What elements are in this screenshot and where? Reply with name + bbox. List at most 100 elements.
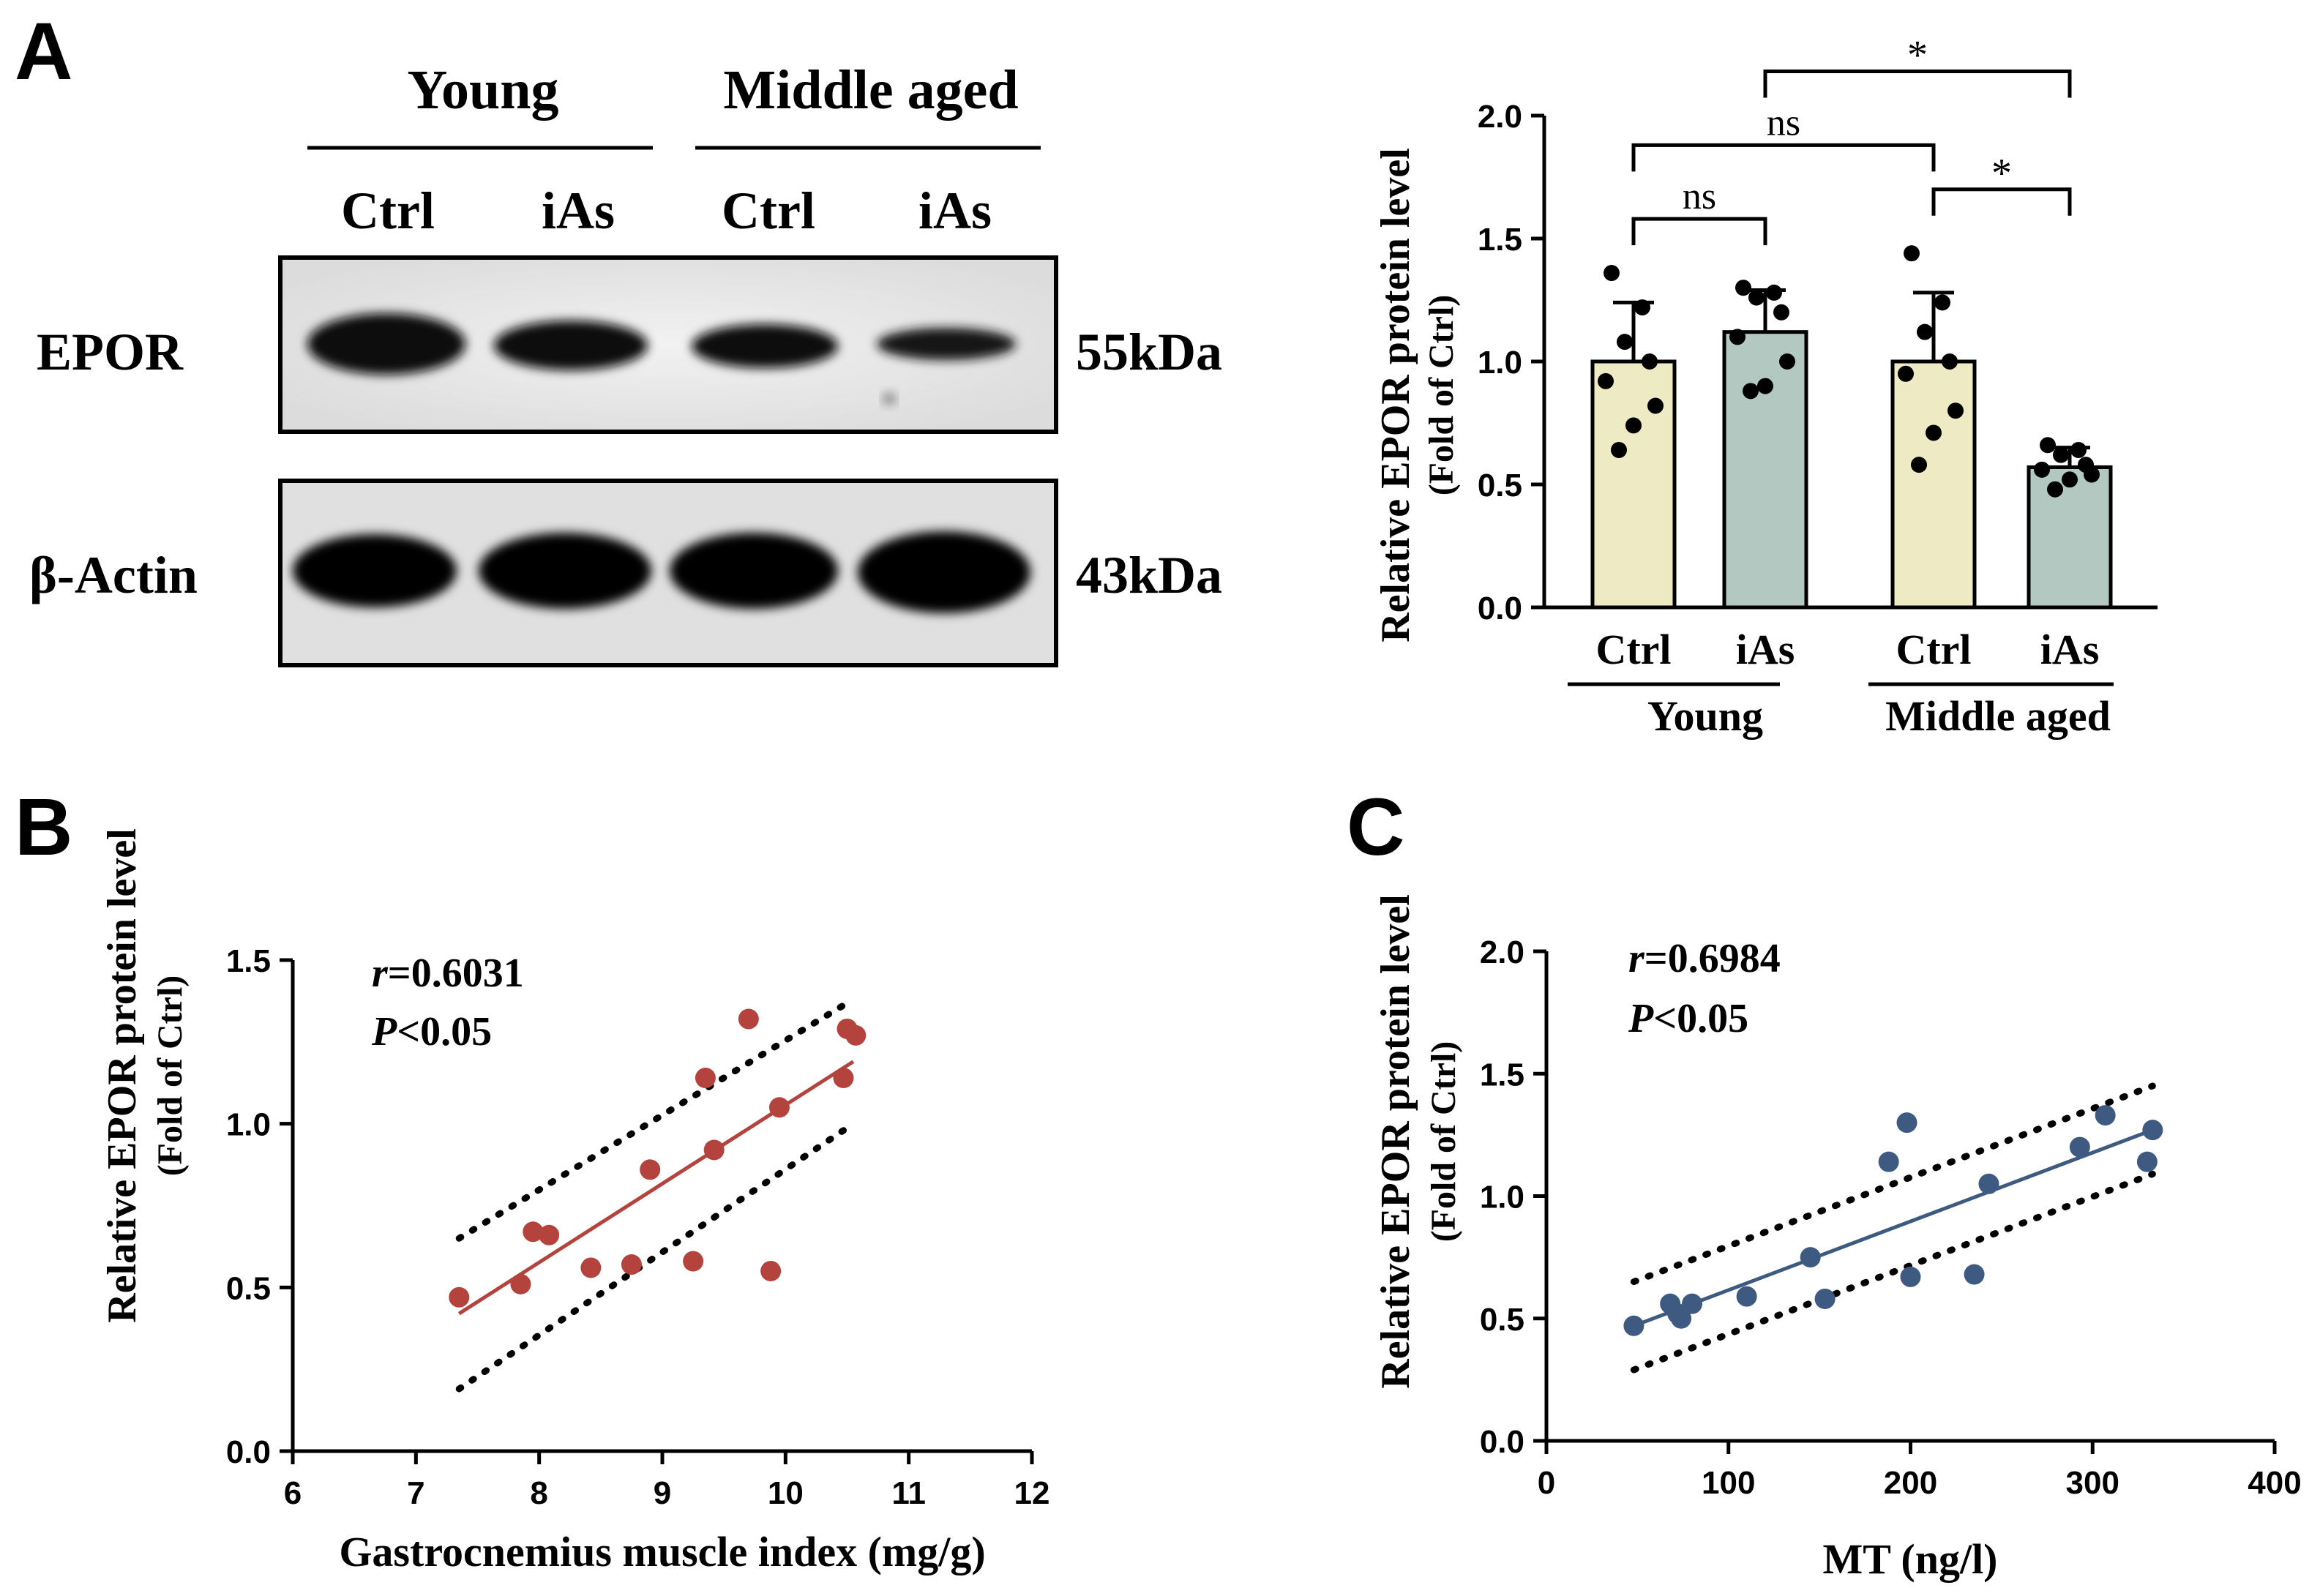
- scatter-b-data-point: [523, 1221, 544, 1243]
- blot-band: [494, 321, 648, 370]
- bar-category-label: Ctrl: [1896, 626, 1971, 673]
- scatter-c-data-point: [1878, 1151, 1899, 1172]
- scatter-c-data-point: [1964, 1264, 1985, 1285]
- scatter-c-y-tick-label: 0.0: [1480, 1424, 1524, 1460]
- bar-group-young: Young: [1647, 692, 1763, 740]
- blot-band: [692, 324, 838, 368]
- bar-data-point: [1926, 424, 1942, 441]
- scatter-b-x-tick-label: 11: [891, 1475, 926, 1511]
- scatter-b-ylabel: Relative EPOR protein level: [100, 828, 145, 1323]
- bar-data-point: [1642, 353, 1658, 370]
- bar-data-point: [1617, 334, 1633, 351]
- bar-data-point: [1634, 299, 1650, 316]
- scatter-c-y-tick-label: 2.0: [1480, 934, 1524, 970]
- bar-data-point: [1911, 457, 1927, 473]
- bar-category-label: Ctrl: [1595, 626, 1671, 673]
- blot-band: [307, 313, 465, 375]
- bar-data-point: [2062, 471, 2078, 488]
- scatter-c-data-point: [2136, 1151, 2158, 1172]
- bar-data-point: [1757, 378, 1773, 394]
- scatter-b-data-point: [510, 1273, 531, 1295]
- scatter-c-data-point: [1896, 1112, 1917, 1134]
- scatter-c-fit-line: [1633, 1128, 2154, 1328]
- scatter-b-x-tick-label: 7: [407, 1475, 424, 1511]
- scatter-b-y-tick-label: 0.0: [226, 1434, 271, 1470]
- bar: [1890, 359, 1977, 610]
- scatter-c-y-tick-label: 1.0: [1480, 1180, 1524, 1215]
- scatter-b-x-tick-label: 12: [1014, 1475, 1050, 1511]
- blot-band-size-actin: 43kDa: [1076, 546, 1222, 604]
- scatter-b-y-tick-label: 1.5: [226, 943, 271, 979]
- scatter-b-data-point: [738, 1008, 759, 1030]
- blot-band-name-actin: β-Actin: [29, 546, 198, 604]
- bar-data-point: [2047, 481, 2063, 498]
- bar: [1722, 330, 1808, 610]
- bar-data-point: [1743, 383, 1759, 400]
- scatter-b-data-point: [621, 1254, 642, 1275]
- bar-data-point: [1934, 294, 1950, 311]
- scatter-c-x-tick-label: 300: [2066, 1465, 2119, 1501]
- scatter-c-x-tick-label: 400: [2248, 1465, 2301, 1501]
- significance-label: ns: [1767, 102, 1800, 143]
- scatter-c-data-point: [2069, 1136, 2090, 1158]
- significance-label: *: [1907, 33, 1928, 78]
- bar-y-tick-label: 1.0: [1478, 345, 1522, 381]
- scatter-b-data-point: [768, 1097, 790, 1118]
- scatter-b-x-tick-label: 10: [768, 1475, 804, 1511]
- bar-data-point: [1904, 245, 1920, 262]
- scatter-b-ci-upper: [455, 996, 857, 1242]
- bar-category-label: iAs: [1736, 626, 1795, 673]
- bar-data-point: [1735, 280, 1751, 296]
- scatter-c-data-point: [2142, 1120, 2163, 1141]
- bar-data-point: [1898, 365, 1914, 382]
- bar-y-tick-label: 0.5: [1478, 468, 1522, 503]
- scatter-c-y-tick-label: 1.5: [1480, 1057, 1524, 1093]
- bar-data-point: [2053, 446, 2069, 463]
- bar-data-point: [1773, 304, 1789, 321]
- bar-category-label: iAs: [2040, 626, 2100, 673]
- blot-band: [293, 534, 457, 607]
- significance-bracket: [1931, 187, 2072, 216]
- scatter-c-data-point: [1671, 1308, 1692, 1329]
- blot-band: [670, 533, 838, 609]
- significance-bracket: [1631, 217, 1767, 246]
- scatter-b-data-point: [580, 1257, 602, 1278]
- blot-spot: [882, 393, 897, 405]
- scatter-c-data-point: [1682, 1293, 1702, 1314]
- scatter-c-ci-upper: [1630, 1082, 2156, 1286]
- bar-data-point: [1942, 353, 1958, 370]
- bar-group-middle-aged: Middle aged: [1885, 692, 2111, 740]
- scatter-c-data-point: [2095, 1105, 2116, 1126]
- bar-data-point: [1611, 441, 1627, 458]
- scatter-b-data-point: [760, 1260, 782, 1281]
- scatter-c-data-point: [1623, 1315, 1644, 1336]
- bar-data-point: [2040, 437, 2056, 454]
- scatter-b-ylabel-sub: (Fold of Ctrl): [151, 975, 190, 1177]
- blot-band: [479, 533, 651, 609]
- scatter-b-x-tick-label: 6: [284, 1475, 302, 1511]
- bar-data-point: [1604, 265, 1620, 282]
- scatter-b-data-point: [449, 1286, 470, 1308]
- scatter-c-data-point: [1978, 1173, 1999, 1194]
- blot-group-young: Young: [408, 59, 559, 121]
- significance-label: *: [1991, 151, 2012, 196]
- western-blot: Young Middle aged Ctrl iAs Ctrl iAs EPOR…: [29, 59, 1222, 667]
- scatter-c-data-point: [1814, 1288, 1836, 1309]
- scatter-b-y-tick-label: 1.0: [226, 1107, 271, 1143]
- scatter-c-ylabel-sub: (Fold of Ctrl): [1424, 1041, 1463, 1243]
- bar-data-point: [2070, 441, 2087, 458]
- scatter-b-data-point: [640, 1159, 661, 1180]
- bar-chart: Relative EPOR protein level (Fold of Ctr…: [1373, 33, 2158, 740]
- bar-data-point: [1947, 402, 1964, 419]
- blot-band: [858, 531, 1030, 613]
- scatter-c-data-point: [1900, 1266, 1921, 1287]
- bar-data-point: [1917, 323, 1933, 340]
- scatter-c-xlabel: MT (ng/l): [1823, 1535, 1998, 1583]
- bar: [1590, 359, 1677, 610]
- bar-data-point: [1647, 397, 1664, 414]
- scatter-c-data-point: [1736, 1286, 1757, 1307]
- blot-lane-label: iAs: [542, 181, 615, 240]
- scatter-c-y-tick-label: 0.5: [1480, 1302, 1524, 1338]
- significance-bracket: [1763, 70, 2072, 98]
- scatter-b-data-point: [683, 1251, 704, 1272]
